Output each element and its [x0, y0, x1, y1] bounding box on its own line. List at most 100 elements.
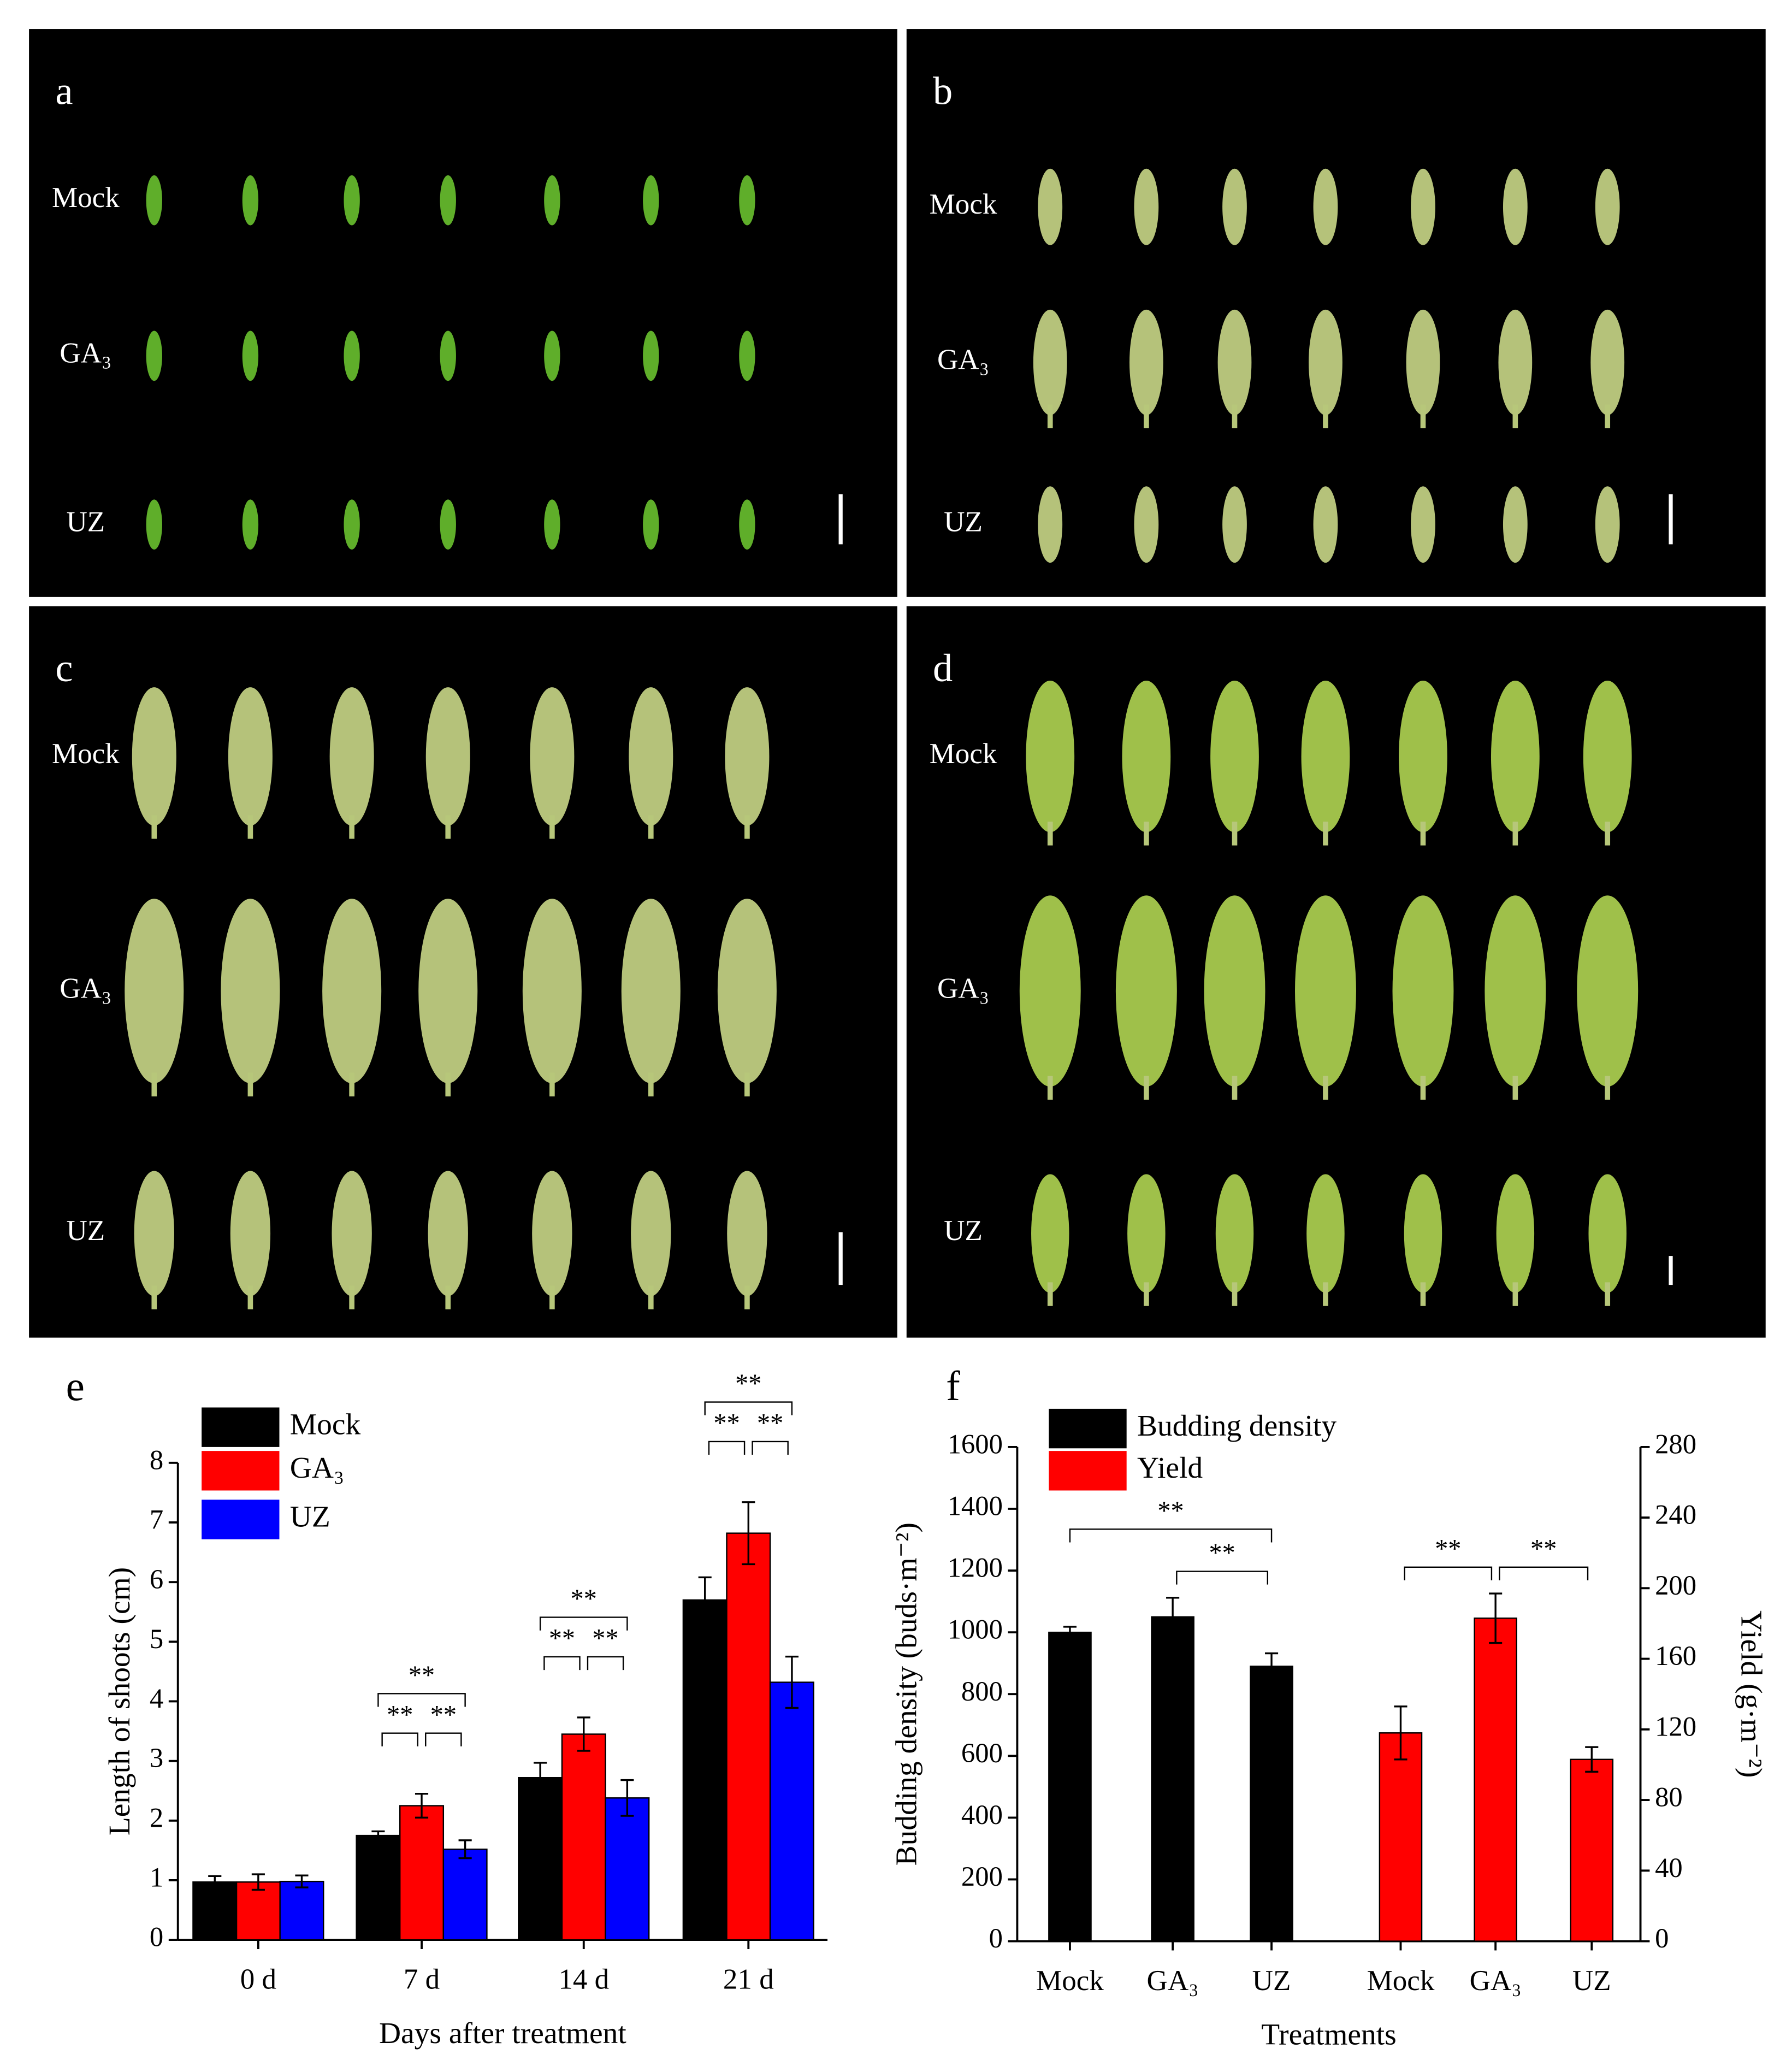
error-bar — [295, 1874, 309, 1888]
leaf — [242, 175, 259, 226]
significance-bracket — [1499, 1566, 1589, 1580]
significance-bracket — [704, 1401, 793, 1415]
leaf — [1485, 895, 1546, 1087]
leaf — [440, 175, 456, 226]
bar — [399, 1805, 445, 1941]
leaf — [1503, 486, 1528, 563]
leaf — [544, 330, 560, 381]
bar — [192, 1881, 238, 1941]
leaf — [1215, 1174, 1254, 1293]
legend-swatch — [1049, 1451, 1127, 1491]
significance-bracket — [752, 1441, 789, 1455]
error-bar — [1063, 1626, 1077, 1639]
panel-letter: b — [933, 69, 953, 113]
leaf — [1590, 309, 1625, 415]
y-tick-label: 6 — [150, 1564, 163, 1595]
bar — [279, 1880, 324, 1941]
significance-label: ** — [387, 1701, 413, 1729]
leaf — [1406, 309, 1440, 415]
leaf — [1294, 895, 1356, 1087]
leaf — [125, 899, 184, 1084]
leaf — [344, 330, 360, 381]
bar — [1250, 1666, 1293, 1942]
leaf — [717, 899, 777, 1084]
significance-label: ** — [1157, 1496, 1184, 1525]
significance-bracket — [381, 1732, 418, 1746]
leaf — [621, 899, 681, 1084]
x-axis-label: Treatments — [1261, 2018, 1397, 2051]
y-tick-label: 7 — [150, 1504, 163, 1535]
leaf — [1404, 1174, 1442, 1293]
y2-tick-label: 240 — [1655, 1500, 1696, 1530]
significance-label: ** — [1530, 1534, 1557, 1563]
leaf — [1222, 486, 1247, 563]
bar — [1048, 1631, 1092, 1942]
y2-tick-label: 0 — [1655, 1923, 1669, 1953]
photo-panel — [29, 29, 897, 597]
x-tick-label: UZ — [1572, 1965, 1611, 1997]
y-tick-label: 4 — [150, 1683, 163, 1714]
bar — [442, 1848, 488, 1941]
bar — [769, 1681, 814, 1941]
significance-label: ** — [1209, 1539, 1235, 1568]
row-label: Mock — [52, 738, 120, 770]
leaf — [1498, 309, 1533, 415]
y-tick-label: 2 — [150, 1802, 163, 1833]
significance-label: ** — [1435, 1534, 1461, 1563]
row-label: Mock — [52, 182, 120, 214]
leaf — [1496, 1174, 1535, 1293]
y-tick-label: 1600 — [948, 1429, 1003, 1459]
significance-bracket — [708, 1441, 746, 1455]
significance-label: ** — [430, 1701, 457, 1729]
legend-label: Yield — [1137, 1451, 1203, 1485]
significance-label: ** — [713, 1409, 740, 1438]
leaf — [1595, 168, 1620, 245]
leaf — [643, 499, 659, 550]
x-tick-label: UZ — [1252, 1965, 1291, 1997]
legend-swatch — [202, 1500, 280, 1539]
leaf — [739, 330, 755, 381]
leaf — [1313, 486, 1338, 563]
y2-tick-label: 160 — [1655, 1640, 1696, 1671]
leaf — [1411, 486, 1435, 563]
leaf — [1301, 681, 1350, 833]
leaf — [544, 499, 560, 550]
leaf — [1313, 168, 1338, 245]
leaf — [643, 330, 659, 381]
leaf — [425, 687, 470, 826]
bar — [726, 1532, 771, 1941]
error-bar — [742, 1501, 755, 1566]
leaf — [440, 330, 456, 381]
leaf — [727, 1171, 767, 1296]
row-label: UZ — [944, 506, 983, 538]
panel-letter: a — [55, 69, 73, 113]
leaf — [1306, 1174, 1345, 1293]
y2-tick-label: 280 — [1655, 1429, 1696, 1459]
bar — [356, 1834, 401, 1941]
leaf — [1038, 486, 1063, 563]
leaf — [739, 499, 755, 550]
significance-bracket — [1069, 1528, 1273, 1543]
row-label: Mock — [930, 738, 997, 770]
y2-axis-label: Yield (g·m⁻²) — [1735, 1610, 1768, 1778]
bar — [1379, 1732, 1423, 1942]
error-bar — [371, 1830, 385, 1841]
error-bar — [415, 1792, 429, 1819]
significance-bracket — [425, 1732, 462, 1746]
bar — [1474, 1618, 1517, 1942]
x-axis-label: Days after treatment — [379, 2017, 626, 2050]
leaf — [1026, 681, 1075, 833]
leaf — [1210, 681, 1259, 833]
error-bar — [698, 1576, 712, 1624]
leaf — [1122, 681, 1171, 833]
y2-tick-label: 200 — [1655, 1570, 1696, 1601]
leaf — [544, 175, 560, 226]
row-label: GA₃ — [937, 972, 989, 1004]
leaf — [146, 175, 162, 226]
bar — [235, 1881, 281, 1941]
leaf — [1392, 895, 1454, 1087]
leaf — [440, 499, 456, 550]
leaf — [643, 175, 659, 226]
leaf — [1583, 681, 1632, 833]
leaf — [1038, 168, 1063, 245]
